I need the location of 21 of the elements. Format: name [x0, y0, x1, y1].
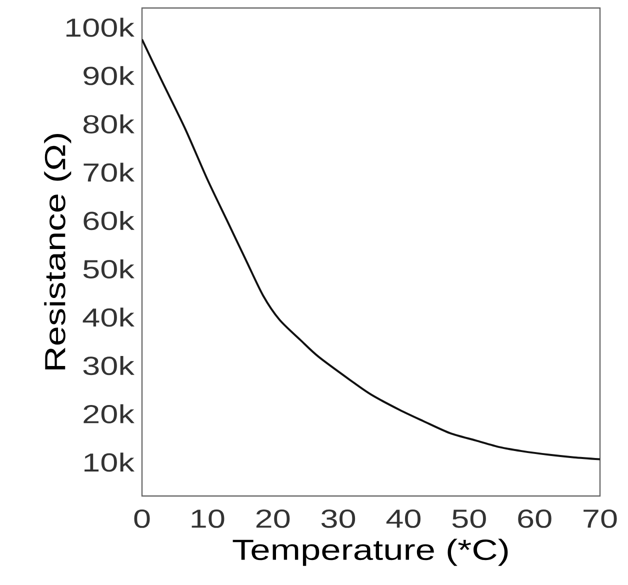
y-tick-label: 30k [83, 356, 135, 376]
line-series [142, 38, 600, 460]
y-tick-label: 50k [83, 259, 135, 278]
x-axis-title: Temperature (*C) [232, 538, 508, 566]
y-tick-label: 60k [84, 211, 135, 230]
y-tick-label: 40k [82, 308, 135, 327]
x-tick-label: 60 [518, 510, 552, 528]
x-tick-label: 30 [321, 510, 356, 528]
x-tick-label: 40 [386, 510, 421, 528]
x-tick-label: 20 [256, 510, 290, 528]
y-tick-label: 100k [66, 18, 135, 37]
x-tick-label: 50 [452, 510, 486, 528]
y-tick-label: 70k [84, 162, 135, 182]
y-tick-label: 10k [84, 452, 135, 472]
x-tick-label: 10 [192, 510, 224, 528]
y-tick-label: 90k [84, 66, 135, 86]
x-tick-label: 70 [584, 510, 617, 528]
y-tick-label: 80k [83, 114, 135, 134]
x-tick-label: 0 [134, 510, 150, 528]
y-axis-title: Resistance (Ω) [44, 134, 72, 370]
y-tick-label: 20k [84, 404, 135, 424]
